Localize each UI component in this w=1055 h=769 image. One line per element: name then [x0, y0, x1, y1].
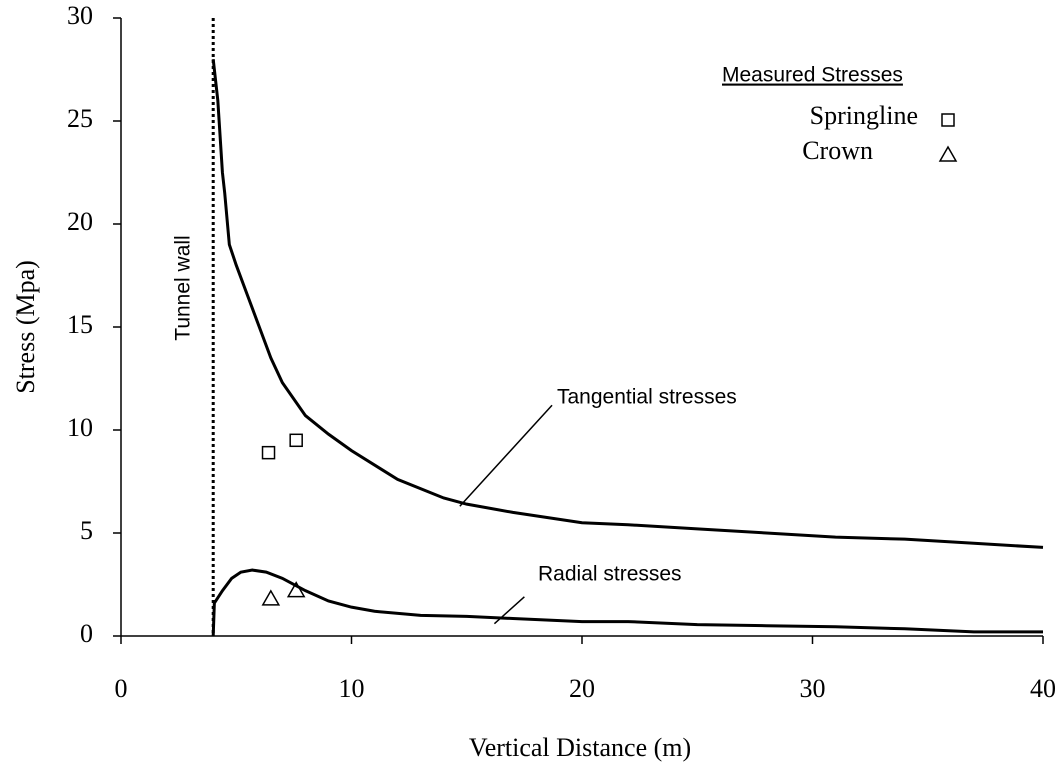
legend-marker [938, 145, 958, 162]
x-tick-label: 40 [1030, 674, 1055, 703]
y-tick-label: 25 [67, 104, 93, 133]
legend-label: Springline [810, 101, 918, 130]
point [289, 433, 303, 448]
tunnel-wall-label: Tunnel wall [172, 235, 195, 340]
x-tick-label: 0 [115, 674, 128, 703]
x-tick-label: 10 [339, 674, 365, 703]
leader-line [493, 596, 525, 625]
leader-line [459, 404, 553, 507]
line [211, 59, 1044, 549]
legend-marker [941, 113, 955, 127]
legend-label: Crown [802, 136, 873, 165]
y-tick-label: 15 [67, 310, 93, 339]
y-tick-label: 5 [80, 516, 93, 545]
point [261, 589, 281, 606]
y-axis-title: Stress (Mpa) [11, 260, 40, 394]
x-tick-label: 20 [569, 674, 595, 703]
y-tick-label: 30 [67, 1, 93, 30]
line [211, 568, 1043, 637]
y-tick-label: 10 [67, 413, 93, 442]
y-tick-label: 20 [67, 207, 93, 236]
annotation: Tangential stresses [557, 386, 737, 409]
x-axis-title: Vertical Distance (m) [469, 733, 691, 762]
point [261, 445, 276, 460]
annotation: Radial stresses [538, 563, 682, 586]
point [286, 581, 306, 598]
legend-title: Measured Stresses [722, 64, 903, 87]
y-tick-label: 0 [80, 619, 93, 648]
x-tick-label: 30 [800, 674, 826, 703]
